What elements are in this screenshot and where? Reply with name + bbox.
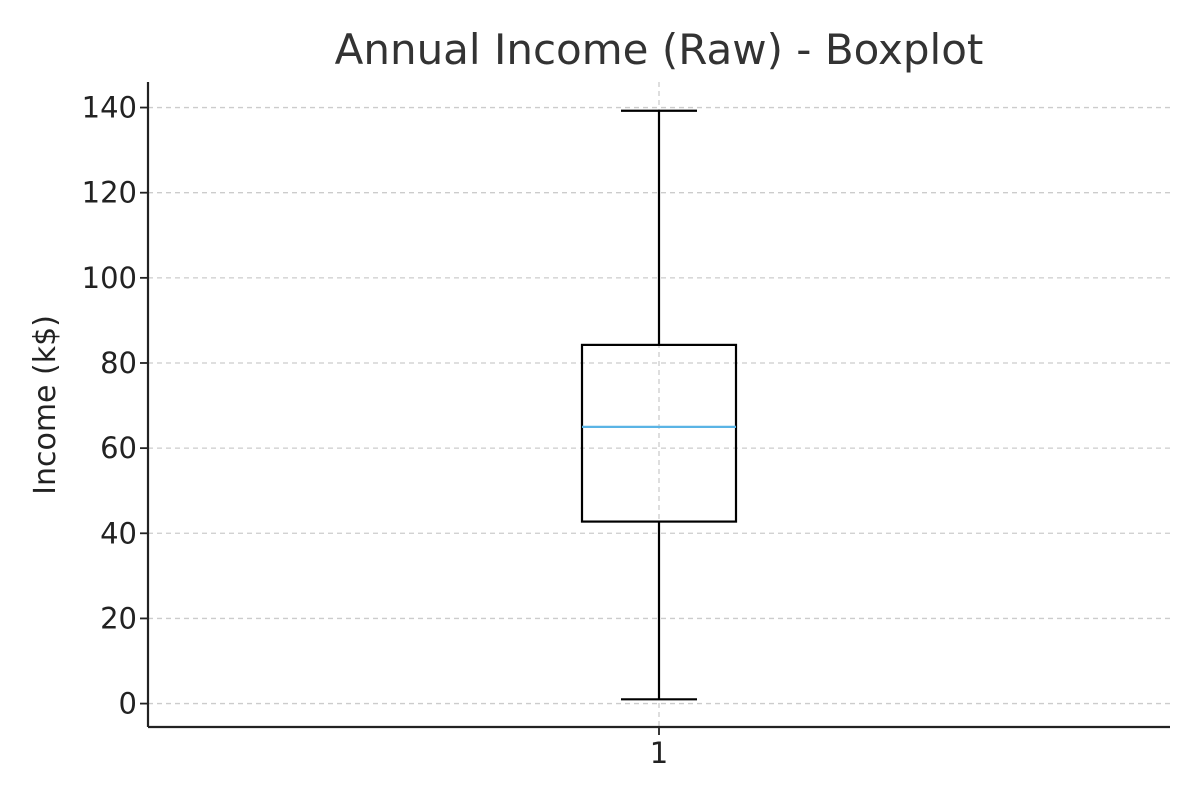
chart-title: Annual Income (Raw) - Boxplot <box>335 25 984 74</box>
y-tick-label-140: 140 <box>82 91 137 125</box>
axes-layer: 0 20 40 60 80 100 120 140 1 <box>82 82 1170 770</box>
interquartile-box <box>580 343 738 523</box>
y-tick-label-20: 20 <box>100 601 137 635</box>
y-tick-label-80: 80 <box>100 346 137 380</box>
x-tick-label-1: 1 <box>650 736 668 770</box>
box-layer <box>580 109 738 701</box>
y-tick-label-100: 100 <box>82 261 137 295</box>
y-tick-label-0: 0 <box>119 687 137 721</box>
y-tick-label-120: 120 <box>82 176 137 210</box>
y-tick-label-40: 40 <box>100 516 137 550</box>
y-tick-label-60: 60 <box>100 431 137 465</box>
y-axis-label: Income (k$) <box>28 315 63 495</box>
